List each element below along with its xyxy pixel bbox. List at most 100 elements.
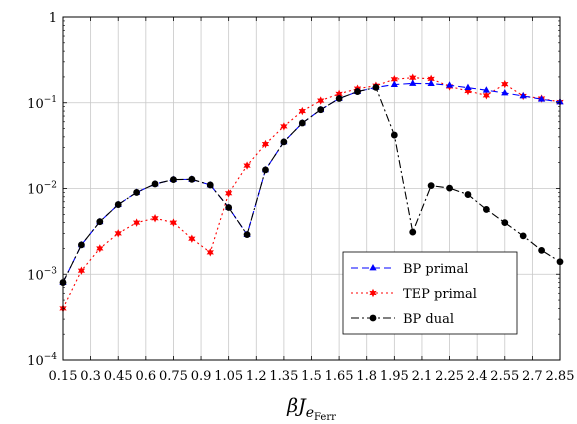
x-axis-title-main: βJ bbox=[286, 395, 307, 417]
data-point bbox=[225, 189, 233, 198]
x-tick-label: 2.1 bbox=[412, 369, 433, 384]
data-point bbox=[464, 86, 472, 96]
data-point bbox=[298, 106, 306, 116]
data-point bbox=[538, 246, 545, 254]
y-tick-label: 1 bbox=[49, 11, 57, 26]
data-point bbox=[280, 138, 288, 146]
data-point bbox=[188, 234, 196, 243]
data-point bbox=[482, 86, 490, 93]
data-point bbox=[427, 74, 435, 84]
y-tick-label: 10−3 bbox=[27, 266, 57, 283]
data-point bbox=[77, 266, 86, 275]
x-axis-title-sub: e bbox=[306, 405, 314, 421]
data-point bbox=[427, 79, 435, 87]
ticks: 0.15 0.3 0.45 0.6 0.75 0.9 1.05 1.2 1.35 1.5 1.65 1… bbox=[27, 11, 574, 384]
legend-label: BP dual bbox=[403, 312, 454, 327]
x-tick-label: 2.85 bbox=[546, 369, 575, 384]
x-tick-label: 1.8 bbox=[356, 369, 377, 384]
data-point bbox=[519, 91, 527, 99]
x-tick-label: 0.3 bbox=[80, 369, 101, 384]
legend-entry: TEP primal bbox=[351, 287, 477, 302]
x-tick-label: 2.25 bbox=[435, 369, 464, 384]
data-point bbox=[151, 180, 159, 188]
series-line bbox=[62, 77, 561, 309]
data-point bbox=[501, 88, 509, 96]
series-layer bbox=[59, 73, 564, 313]
data-point bbox=[262, 166, 269, 174]
x-tick-label: 1.35 bbox=[269, 369, 298, 384]
data-point bbox=[132, 218, 141, 227]
data-point bbox=[369, 314, 377, 322]
data-point bbox=[369, 264, 377, 271]
data-point bbox=[96, 244, 104, 253]
y-tick-label: 10−2 bbox=[27, 181, 57, 198]
x-axis-title-subsub: Ferr bbox=[314, 412, 336, 423]
series-line bbox=[62, 86, 561, 283]
y-tick-label: 10−1 bbox=[27, 95, 57, 112]
data-point bbox=[170, 176, 177, 183]
x-tick-label: 1.95 bbox=[380, 369, 409, 384]
data-point bbox=[280, 122, 288, 131]
data-point bbox=[372, 84, 380, 91]
data-point bbox=[445, 81, 454, 88]
data-point bbox=[317, 106, 325, 114]
x-tick-label: 0.45 bbox=[104, 369, 133, 384]
x-tick-label: 2.4 bbox=[467, 369, 488, 384]
data-point bbox=[261, 139, 270, 149]
legend-label: TEP primal bbox=[403, 287, 477, 302]
data-point bbox=[464, 83, 472, 91]
data-point bbox=[169, 218, 178, 227]
data-point bbox=[519, 232, 527, 240]
data-point bbox=[206, 248, 214, 257]
data-point bbox=[427, 182, 435, 190]
data-point bbox=[78, 241, 85, 249]
data-point bbox=[243, 161, 251, 170]
y-tick-label: 10−4 bbox=[27, 352, 57, 369]
data-point bbox=[243, 231, 251, 238]
data-point bbox=[225, 204, 233, 211]
x-tick-label: 1.05 bbox=[214, 369, 243, 384]
data-point bbox=[96, 218, 104, 226]
data-point bbox=[114, 229, 122, 238]
x-tick-label: 1.5 bbox=[301, 369, 322, 384]
legend-label: BP primal bbox=[403, 262, 468, 277]
data-point bbox=[151, 214, 159, 223]
data-point bbox=[133, 189, 141, 196]
data-point bbox=[317, 96, 325, 105]
data-point bbox=[482, 206, 490, 213]
x-tick-label: 1.65 bbox=[325, 369, 354, 384]
data-point bbox=[335, 89, 343, 99]
legend-entry: BP dual bbox=[351, 312, 454, 327]
data-point bbox=[409, 79, 417, 86]
data-point bbox=[446, 184, 453, 192]
data-point bbox=[354, 88, 361, 95]
data-point bbox=[206, 181, 214, 189]
data-point bbox=[537, 95, 546, 102]
data-point bbox=[501, 219, 509, 227]
x-axis-title: βJeFerr bbox=[286, 395, 336, 423]
data-point bbox=[390, 75, 398, 84]
legend-entry: BP primal bbox=[351, 262, 468, 277]
data-point bbox=[298, 119, 306, 127]
x-tick-label: 0.6 bbox=[135, 369, 156, 384]
data-point bbox=[464, 191, 472, 198]
data-point bbox=[114, 201, 122, 208]
data-point bbox=[482, 91, 491, 100]
data-point bbox=[335, 95, 343, 102]
x-tick-label: 0.75 bbox=[159, 369, 188, 384]
x-tick-label: 2.7 bbox=[522, 369, 543, 384]
series-bp-dual bbox=[59, 84, 564, 286]
data-point bbox=[409, 228, 417, 236]
data-point bbox=[369, 288, 377, 298]
x-tick-label: 1.2 bbox=[246, 369, 267, 384]
data-point bbox=[501, 79, 509, 89]
x-tick-label: 2.55 bbox=[490, 369, 519, 384]
data-point bbox=[409, 73, 417, 82]
data-point bbox=[390, 131, 398, 139]
x-tick-label: 0.9 bbox=[191, 369, 212, 384]
x-tick-label: 0.15 bbox=[49, 369, 78, 384]
data-point bbox=[188, 175, 196, 183]
data-point bbox=[390, 80, 398, 87]
